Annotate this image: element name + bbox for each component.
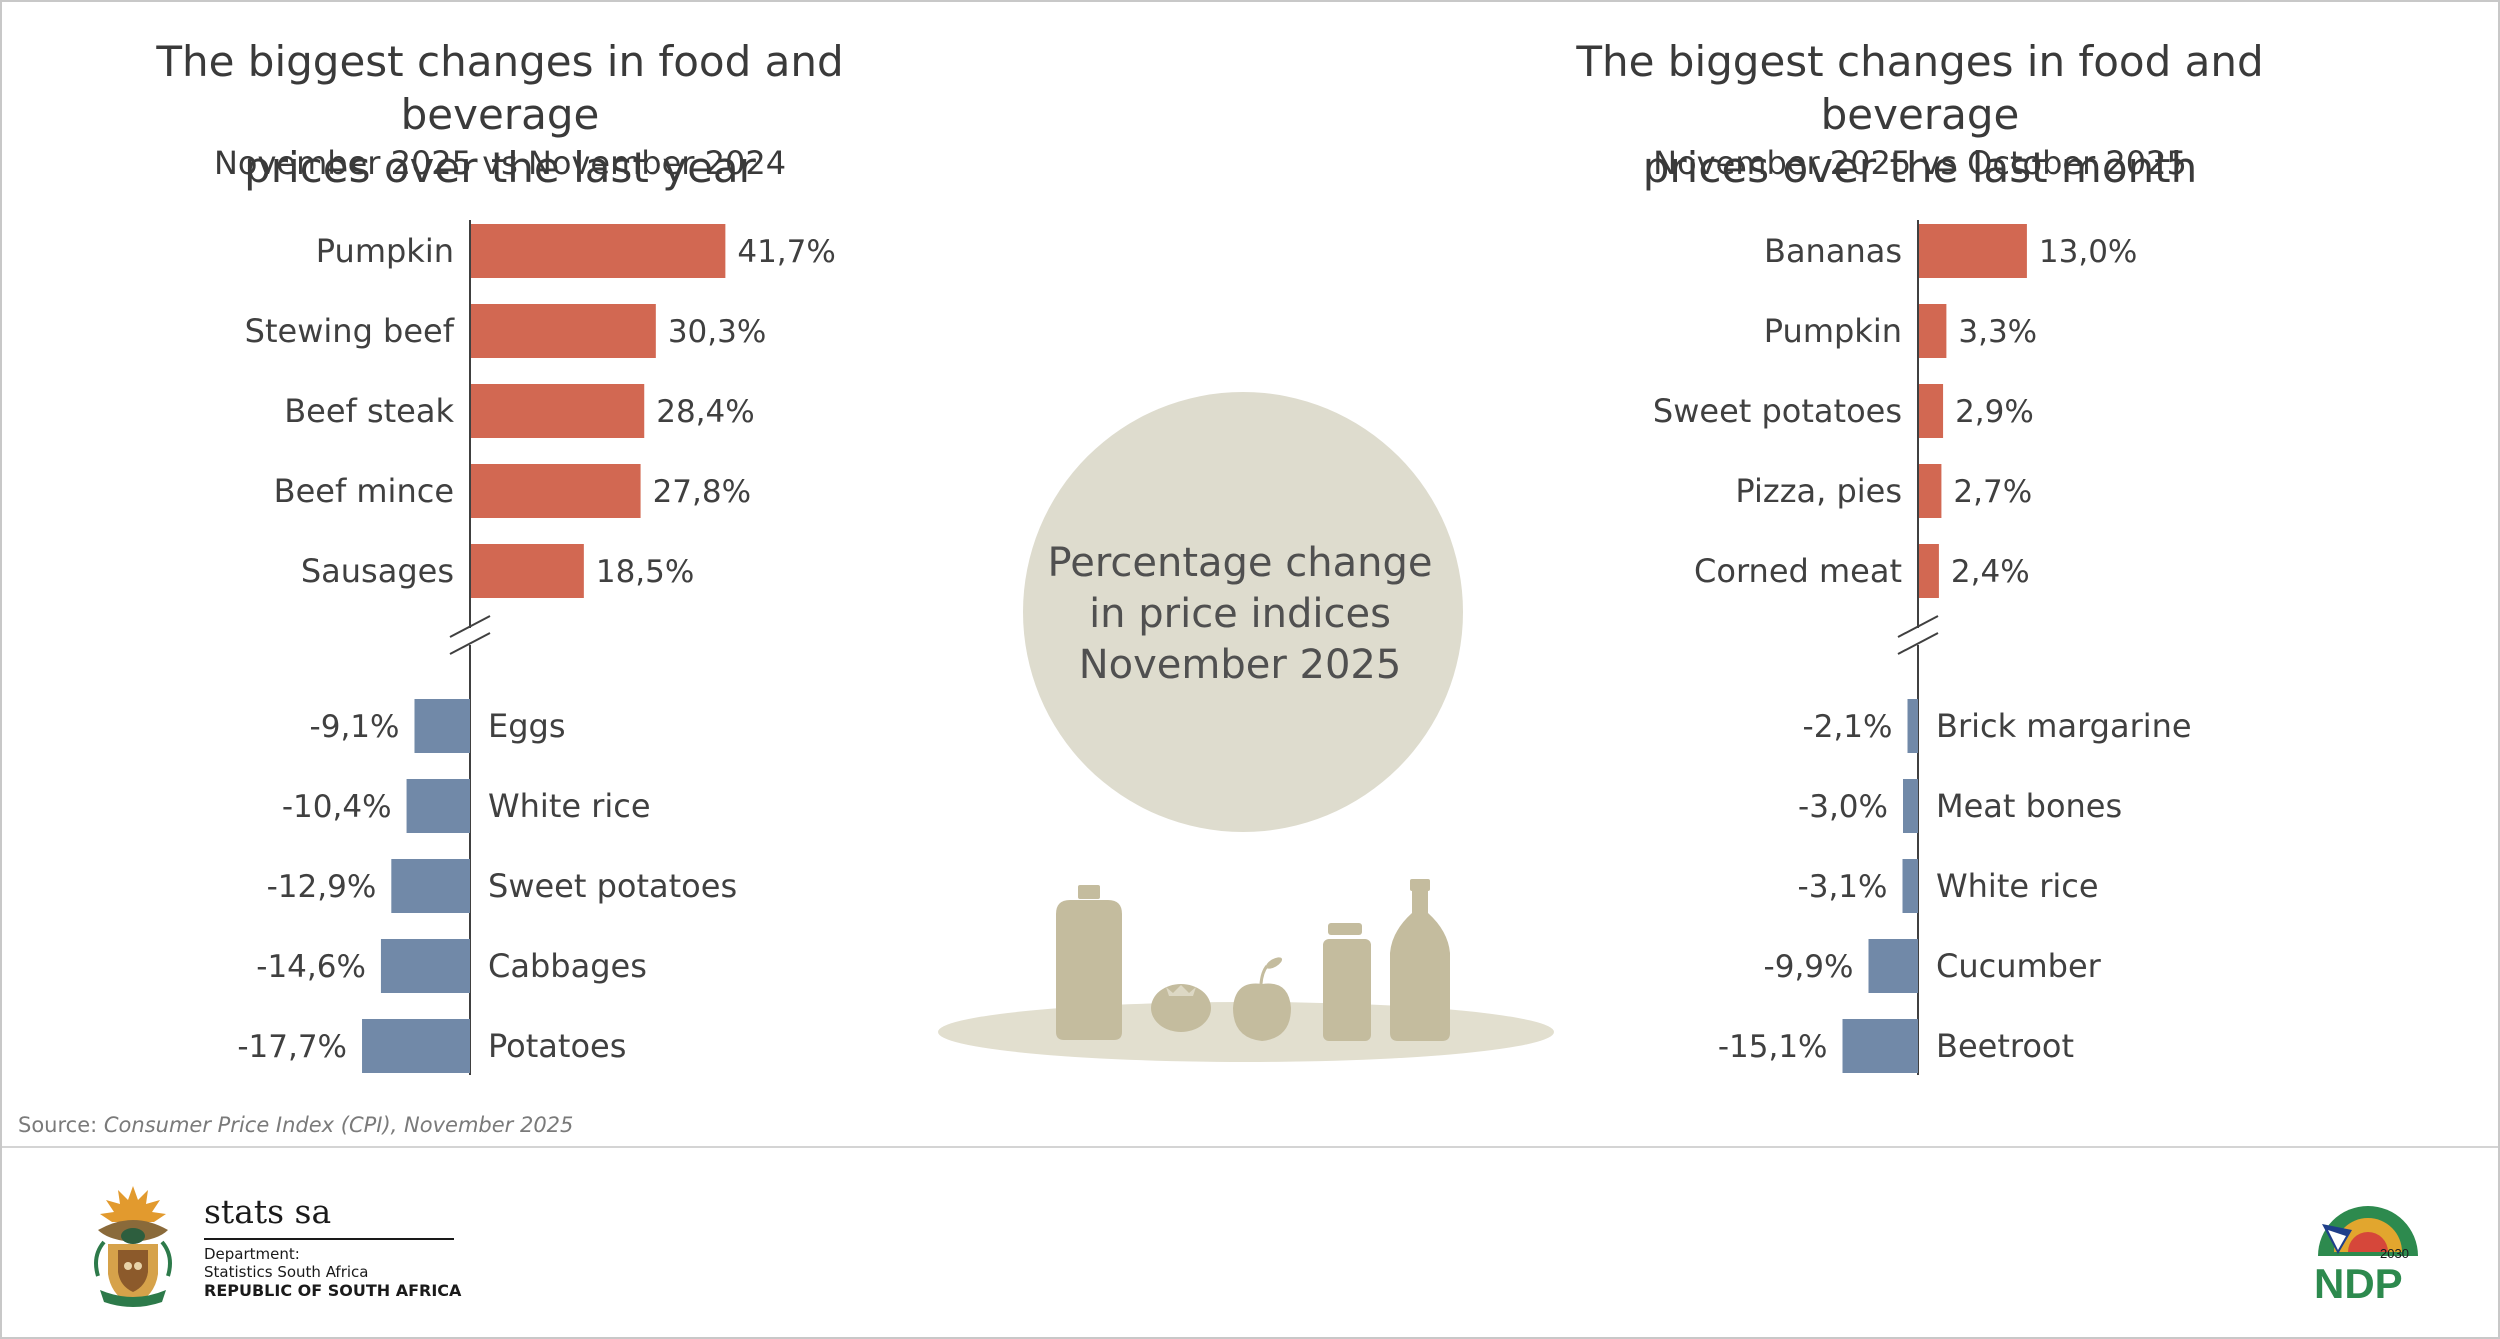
source-note: Source: Consumer Price Index (CPI), Nove… <box>18 1113 573 1137</box>
left-bar-white-rice <box>406 779 470 833</box>
milk-jug-icon <box>1056 885 1122 1040</box>
right-bar-cucumber <box>1868 939 1918 993</box>
right-axis-break-mark-1 <box>1897 615 1939 638</box>
center-caption-line2: in price indices <box>1089 591 1391 637</box>
left-value-label-beef-mince: 27,8% <box>653 474 751 510</box>
right-category-label-brick-margarine: Brick margarine <box>1936 707 2192 745</box>
brand-organisation: Statistics South Africa <box>204 1263 369 1281</box>
left-category-label-cabbages: Cabbages <box>488 947 647 985</box>
left-value-label-sweet-potatoes: -12,9% <box>267 869 377 905</box>
left-category-label-eggs: Eggs <box>488 707 566 745</box>
right-bar-bananas <box>1919 224 2027 278</box>
left-bar-stewing-beef <box>471 304 656 358</box>
right-bar-pizza-pies <box>1919 464 1942 518</box>
apple-icon <box>1233 957 1291 1041</box>
left-value-label-potatoes: -17,7% <box>237 1029 347 1065</box>
right-category-label-corned-meat: Corned meat <box>1694 552 1902 590</box>
right-axis-break-mark-2 <box>1897 632 1939 655</box>
left-value-label-pumpkin: 41,7% <box>737 234 835 270</box>
left-chart-title: The biggest changes in food and beverage… <box>80 35 920 194</box>
left-bar-chart: Pumpkin 41,7% Stewing beef 30,3% Beef steak 2… <box>237 220 836 1075</box>
left-category-label-potatoes: Potatoes <box>488 1027 626 1065</box>
right-category-label-pizza-pies: Pizza, pies <box>1735 472 1902 510</box>
left-bar-sausages <box>471 544 584 598</box>
left-value-label-cabbages: -14,6% <box>256 949 366 985</box>
left-title-line2: prices over the last year <box>244 143 756 192</box>
right-category-label-meat-bones: Meat bones <box>1936 787 2122 825</box>
left-bar-beef-mince <box>471 464 641 518</box>
left-bar-cabbages <box>380 939 470 993</box>
right-value-label-cucumber: -9,9% <box>1764 949 1854 985</box>
footer-divider <box>2 1146 2498 1148</box>
right-bar-pumpkin <box>1919 304 1947 358</box>
right-value-label-brick-margarine: -2,1% <box>1803 709 1893 745</box>
right-chart-title: The biggest changes in food and beverage… <box>1500 35 2340 194</box>
right-category-label-pumpkin: Pumpkin <box>1764 312 1902 350</box>
jar-icon <box>1323 923 1371 1041</box>
left-value-label-white-rice: -10,4% <box>282 789 392 825</box>
right-bar-beetroot <box>1842 1019 1918 1073</box>
right-bar-white-rice <box>1902 859 1918 913</box>
right-category-label-cucumber: Cucumber <box>1936 947 2102 985</box>
right-bar-chart: Bananas 13,0% Pumpkin 3,3% Sweet potatoes 2,9… <box>1653 220 2192 1075</box>
right-value-label-pizza-pies: 2,7% <box>1953 474 2032 510</box>
right-value-label-sweet-potatoes: 2,9% <box>1955 394 2034 430</box>
source-prefix: Source: <box>18 1113 104 1137</box>
right-value-label-pumpkin: 3,3% <box>1958 314 2037 350</box>
right-value-label-beetroot: -15,1% <box>1718 1029 1828 1065</box>
brand-name: stats sa <box>204 1192 332 1231</box>
left-category-label-pumpkin: Pumpkin <box>316 232 454 270</box>
left-value-label-beef-steak: 28,4% <box>656 394 754 430</box>
left-bar-eggs <box>414 699 470 753</box>
left-bar-sweet-potatoes <box>391 859 470 913</box>
right-category-label-bananas: Bananas <box>1764 232 1902 270</box>
right-value-label-meat-bones: -3,0% <box>1798 789 1888 825</box>
bottle-icon <box>1390 879 1450 1041</box>
left-value-label-eggs: -9,1% <box>310 709 400 745</box>
left-category-label-sweet-potatoes: Sweet potatoes <box>488 867 737 905</box>
left-category-label-stewing-beef: Stewing beef <box>245 312 455 350</box>
center-caption: Percentage change in price indices Novem… <box>1030 538 1450 691</box>
right-title-line1: The biggest changes in food and beverage <box>1576 37 2264 139</box>
left-category-label-sausages: Sausages <box>301 552 454 590</box>
right-bar-meat-bones <box>1903 779 1918 833</box>
ndp-2030-logo: NDP 2030 <box>2314 1206 2418 1306</box>
right-title-line2: prices over the last month <box>1642 143 2198 192</box>
coat-of-arms-logo <box>94 1186 172 1307</box>
brand-department: Department: <box>204 1245 300 1263</box>
right-bar-sweet-potatoes <box>1919 384 1944 438</box>
ndp-text: NDP <box>2314 1260 2403 1306</box>
left-category-label-white-rice: White rice <box>488 787 651 825</box>
center-illustration <box>938 392 1554 1062</box>
left-bar-potatoes <box>362 1019 470 1073</box>
center-caption-line1: Percentage change <box>1047 540 1433 586</box>
left-axis-break-mark-1 <box>449 615 491 638</box>
brand-underline <box>204 1238 454 1240</box>
right-category-label-white-rice: White rice <box>1936 867 2099 905</box>
left-axis-break-mark-2 <box>449 632 491 655</box>
right-category-label-sweet-potatoes: Sweet potatoes <box>1653 392 1902 430</box>
left-chart-subtitle: November 2025 vs November 2024 <box>213 144 787 182</box>
source-text: Consumer Price Index (CPI), November 202… <box>103 1113 574 1137</box>
left-value-label-sausages: 18,5% <box>596 554 694 590</box>
center-circle <box>1023 392 1463 832</box>
left-bar-pumpkin <box>471 224 726 278</box>
tomato-icon <box>1151 984 1211 1032</box>
right-bar-brick-margarine <box>1907 699 1918 753</box>
left-bar-beef-steak <box>471 384 645 438</box>
left-category-label-beef-mince: Beef mince <box>274 472 454 510</box>
left-title-line1: The biggest changes in food and beverage <box>156 37 844 139</box>
right-value-label-corned-meat: 2,4% <box>1951 554 2030 590</box>
right-value-label-bananas: 13,0% <box>2039 234 2137 270</box>
right-chart-subtitle: November 2025 vs October 2025 <box>1653 144 2187 182</box>
center-caption-line3: November 2025 <box>1078 642 1402 688</box>
brand-country: REPUBLIC OF SOUTH AFRICA <box>204 1281 462 1300</box>
right-bar-corned-meat <box>1919 544 1939 598</box>
ndp-year: 2030 <box>2380 1246 2409 1261</box>
left-category-label-beef-steak: Beef steak <box>284 392 454 430</box>
right-value-label-white-rice: -3,1% <box>1798 869 1888 905</box>
right-category-label-beetroot: Beetroot <box>1936 1027 2074 1065</box>
left-value-label-stewing-beef: 30,3% <box>668 314 766 350</box>
